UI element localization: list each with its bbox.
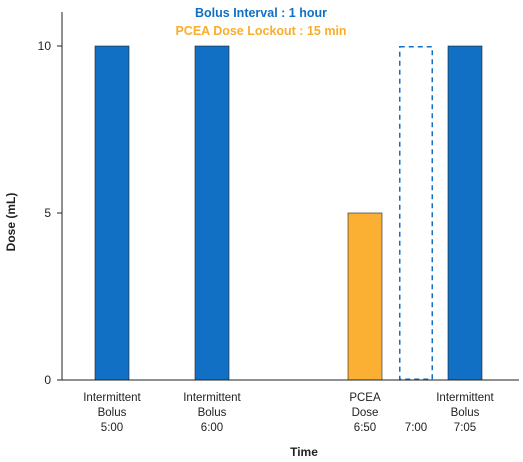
axes-group: 0 5 10 [38,12,519,387]
bar-1 [94,45,130,381]
y-tick-label-5: 5 [44,206,51,220]
pcea-lockout-annotation: PCEA Dose Lockout : 15 min [175,24,346,38]
category-label-5-line-2: Bolus [451,407,480,419]
y-axis-title: Dose (mL) [4,193,18,252]
category-label-2-line-1: Intermittent [183,392,241,404]
bar-5 [447,45,483,381]
y-tick-label-10: 10 [38,39,52,53]
category-labels: Intermittent Bolus 5:00 Intermittent Bolus 6:… [83,392,494,434]
bolus-interval-annotation: Bolus Interval : 1 hour [195,6,327,20]
x-axis-title: Time [290,445,318,459]
category-label-3-line-1: PCEA [349,392,381,404]
category-label-1-line-1: Intermittent [83,392,141,404]
category-label-1-line-3: 5:00 [101,422,123,434]
bar-2 [194,45,230,381]
chart-annotations: Bolus Interval : 1 hour PCEA Dose Lockou… [175,6,346,38]
bars-group [94,45,483,381]
bar-dashed-7-00 [399,46,433,380]
category-label-2-line-2: Bolus [198,407,227,419]
y-tick-label-0: 0 [44,373,51,387]
bar-3 [347,212,383,381]
category-label-1-line-2: Bolus [98,407,127,419]
category-label-2-line-3: 6:00 [201,422,223,434]
category-label-4-line-3: 7:00 [405,422,427,434]
category-label-3-line-2: Dose [352,407,379,419]
category-label-5-line-1: Intermittent [436,392,494,404]
category-label-3-line-3: 6:50 [354,422,376,434]
category-label-5-line-3: 7:05 [454,422,476,434]
